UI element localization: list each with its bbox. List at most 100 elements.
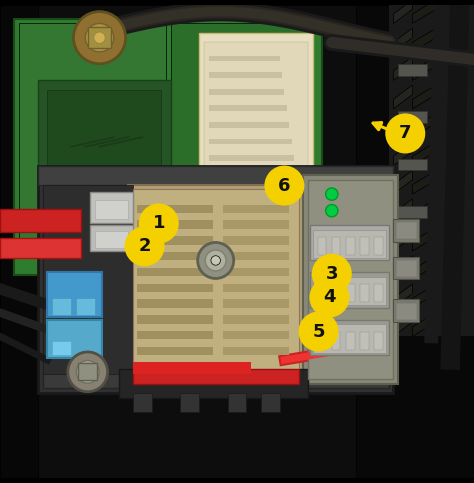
Bar	[261, 393, 280, 412]
Bar	[137, 220, 213, 229]
Bar	[47, 272, 102, 317]
Bar	[133, 189, 299, 369]
Bar	[137, 299, 213, 308]
Polygon shape	[393, 199, 412, 223]
Bar	[133, 393, 152, 412]
Bar	[38, 80, 171, 232]
Polygon shape	[412, 28, 436, 52]
Bar	[398, 158, 427, 170]
Bar	[310, 272, 389, 308]
Bar	[313, 325, 386, 353]
Circle shape	[326, 204, 338, 217]
Circle shape	[68, 352, 108, 392]
Polygon shape	[171, 24, 313, 242]
Polygon shape	[393, 256, 412, 280]
Bar	[374, 237, 383, 255]
Bar	[118, 369, 308, 398]
Polygon shape	[412, 313, 436, 336]
Polygon shape	[412, 227, 436, 251]
Circle shape	[73, 12, 126, 64]
Bar	[209, 105, 287, 111]
Bar	[393, 256, 419, 280]
Bar	[303, 175, 398, 384]
Bar	[95, 200, 128, 219]
Bar	[0, 238, 81, 258]
Text: 7: 7	[399, 125, 411, 142]
Bar	[88, 27, 111, 48]
Polygon shape	[412, 142, 436, 166]
Bar	[209, 89, 284, 95]
Polygon shape	[412, 256, 436, 280]
Circle shape	[313, 255, 351, 293]
Text: 2: 2	[138, 237, 151, 255]
Circle shape	[85, 24, 114, 52]
Bar	[223, 331, 289, 340]
Circle shape	[58, 195, 75, 212]
Bar	[90, 225, 133, 251]
Polygon shape	[393, 85, 412, 109]
Bar	[209, 155, 294, 161]
Polygon shape	[393, 170, 412, 194]
Bar	[52, 298, 71, 315]
Circle shape	[265, 167, 303, 204]
Polygon shape	[412, 199, 436, 223]
Bar	[209, 122, 289, 128]
Bar	[180, 393, 199, 412]
Bar	[346, 284, 355, 302]
Circle shape	[386, 114, 424, 153]
Text: 6: 6	[278, 177, 291, 195]
Bar	[313, 229, 386, 258]
Polygon shape	[412, 85, 436, 109]
Polygon shape	[393, 284, 412, 308]
Bar	[95, 231, 128, 248]
Circle shape	[76, 360, 99, 383]
Circle shape	[211, 256, 220, 265]
Bar	[223, 236, 289, 245]
Bar	[43, 170, 389, 388]
Bar	[332, 237, 340, 255]
Bar	[374, 284, 383, 302]
Bar	[38, 166, 393, 393]
Bar	[204, 43, 308, 175]
Bar	[223, 315, 289, 324]
Bar	[78, 363, 97, 380]
Bar	[76, 298, 95, 315]
Bar	[393, 219, 419, 242]
Circle shape	[326, 188, 338, 200]
Bar	[43, 185, 133, 374]
Bar	[223, 347, 289, 355]
Bar	[318, 331, 326, 350]
Circle shape	[300, 313, 337, 351]
Bar	[346, 237, 355, 255]
Bar	[360, 284, 369, 302]
Bar	[137, 284, 213, 292]
Polygon shape	[393, 227, 412, 251]
Bar	[209, 72, 282, 78]
Bar	[137, 315, 213, 324]
Bar	[356, 4, 474, 479]
Circle shape	[140, 204, 178, 242]
Circle shape	[94, 32, 105, 43]
Bar	[318, 237, 326, 255]
Bar	[223, 252, 289, 260]
Circle shape	[66, 152, 104, 189]
Polygon shape	[14, 19, 322, 275]
Circle shape	[126, 227, 164, 265]
Bar	[310, 320, 389, 355]
Circle shape	[205, 250, 226, 271]
Bar	[199, 33, 313, 194]
Bar	[137, 204, 213, 213]
Polygon shape	[19, 24, 166, 242]
Bar	[209, 56, 280, 61]
Bar	[360, 331, 369, 350]
Circle shape	[310, 279, 348, 316]
Bar	[137, 252, 213, 260]
Bar	[90, 192, 133, 223]
Text: 3: 3	[326, 265, 338, 283]
Bar	[38, 166, 393, 185]
Circle shape	[92, 182, 116, 206]
Text: 5: 5	[312, 323, 325, 341]
Polygon shape	[393, 142, 412, 166]
Bar	[0, 4, 38, 479]
Polygon shape	[393, 114, 412, 137]
